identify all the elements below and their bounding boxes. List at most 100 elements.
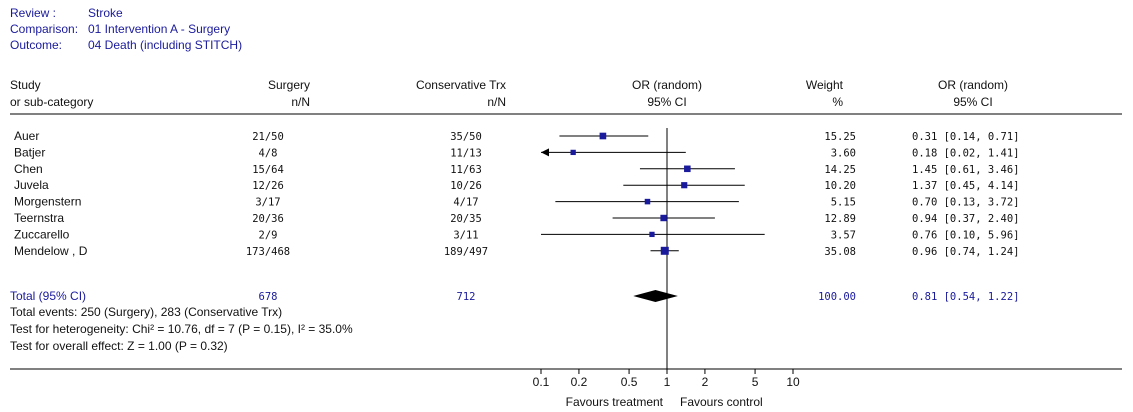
point-estimate [660, 246, 669, 255]
study-name: Auer [14, 129, 39, 143]
point-estimate [599, 132, 607, 140]
conservative-count: 11/13 [450, 147, 482, 159]
total-conservative-n: 712 [457, 291, 476, 303]
col-or-plot-subtitle: 95% CI [647, 95, 686, 109]
study-row: Juvela 12/26 10/26 10.20 1.37 [0.45, 4.14] [14, 178, 1019, 192]
x-tick-label: 0.5 [621, 375, 638, 389]
col-or-plot-title: OR (random) [632, 78, 702, 92]
col-study-subtitle: or sub-category [10, 95, 93, 109]
x-tick-label: 0.1 [533, 375, 550, 389]
header-outcome-label: Outcome: [10, 38, 62, 52]
footnote-total-events: Total events: 250 (Surgery), 283 (Conser… [10, 305, 282, 319]
total-weight: 100.00 [818, 291, 856, 303]
column-headers: Study or sub-category Surgery n/N Conser… [10, 78, 1008, 109]
surgery-count: 20/36 [252, 213, 284, 225]
study-or-text: 1.45 [0.61, 3.46] [912, 164, 1019, 176]
col-surgery-title: Surgery [268, 78, 310, 92]
point-estimate [660, 214, 667, 222]
favours-control-label: Favours control [680, 395, 763, 409]
study-row: Auer 21/50 35/50 15.25 0.31 [0.14, 0.71] [14, 129, 1019, 143]
col-conservative-subtitle: n/N [487, 95, 506, 109]
conservative-count: 20/35 [450, 213, 482, 225]
study-row: Teernstra 20/36 20/35 12.89 0.94 [0.37, 2.40… [14, 211, 1019, 225]
study-name: Morgenstern [14, 195, 81, 209]
header-comparison-label: Comparison: [10, 22, 78, 36]
study-row: Morgenstern 3/17 4/17 5.15 0.70 [0.13, 3.72] [14, 195, 1019, 209]
study-name: Teernstra [14, 211, 64, 225]
surgery-count: 15/64 [252, 164, 284, 176]
study-name: Zuccarello [14, 227, 70, 241]
total-row: Total (95% CI) 678 712 100.00 0.81 [0.54… [10, 289, 1019, 303]
conservative-count: 189/497 [444, 246, 488, 258]
conservative-count: 11/63 [450, 164, 482, 176]
surgery-count: 12/26 [252, 180, 284, 192]
point-estimate [644, 198, 651, 205]
study-or-text: 0.18 [0.02, 1.41] [912, 147, 1019, 159]
study-weight: 5.15 [831, 197, 856, 209]
col-surgery-subtitle: n/N [291, 95, 310, 109]
surgery-count: 2/9 [259, 229, 278, 241]
x-tick-label: 2 [702, 375, 709, 389]
pooled-diamond [633, 290, 678, 302]
study-name: Chen [14, 162, 43, 176]
col-conservative-title: Conservative Trx [416, 78, 506, 92]
study-weight: 10.20 [824, 180, 856, 192]
study-or-text: 1.37 [0.45, 4.14] [912, 180, 1019, 192]
surgery-count: 173/468 [246, 246, 290, 258]
study-row: Chen 15/64 11/63 14.25 1.45 [0.61, 3.46] [14, 162, 1019, 176]
study-weight: 12.89 [824, 213, 856, 225]
col-or-text-subtitle: 95% CI [953, 95, 992, 109]
footnote-overall-effect: Test for overall effect: Z = 1.00 (P = 0… [10, 339, 228, 353]
study-or-text: 0.94 [0.37, 2.40] [912, 213, 1019, 225]
col-weight-subtitle: % [832, 95, 843, 109]
study-name: Mendelow , D [14, 244, 88, 258]
favours-treatment-label: Favours treatment [566, 395, 664, 409]
header-outcome-value: 04 Death (including STITCH) [88, 38, 242, 52]
plot-area: 0.1 0.2 0.5 1 2 5 10 [533, 128, 800, 389]
surgery-count: 4/8 [259, 147, 278, 159]
col-or-text-title: OR (random) [938, 78, 1008, 92]
total-or-text: 0.81 [0.54, 1.22] [912, 291, 1019, 303]
point-estimate [681, 182, 688, 189]
study-or-text: 0.76 [0.10, 5.96] [912, 229, 1019, 241]
study-rows: Auer 21/50 35/50 15.25 0.31 [0.14, 0.71] Batj… [14, 129, 1019, 258]
conservative-count: 10/26 [450, 180, 482, 192]
x-tick-label: 1 [664, 375, 671, 389]
review-header: Review : Stroke Comparison: 01 Intervent… [10, 6, 242, 52]
study-or-text: 0.96 [0.74, 1.24] [912, 246, 1019, 258]
study-weight: 3.57 [831, 229, 856, 241]
point-estimate [649, 231, 655, 238]
study-weight: 14.25 [824, 164, 856, 176]
x-tick-label: 5 [752, 375, 759, 389]
study-weight: 3.60 [831, 147, 856, 159]
footnotes: Total events: 250 (Surgery), 283 (Conser… [10, 305, 353, 353]
study-weight: 15.25 [824, 131, 856, 143]
point-estimate [684, 165, 691, 173]
study-row: Mendelow , D 173/468 189/497 35.08 0.96 [0.7… [14, 244, 1019, 258]
surgery-count: 21/50 [252, 131, 284, 143]
study-row: Zuccarello 2/9 3/11 3.57 0.76 [0.10, 5.96] [14, 227, 1019, 241]
conservative-count: 3/11 [453, 229, 478, 241]
total-surgery-n: 678 [259, 291, 278, 303]
study-or-text: 0.31 [0.14, 0.71] [912, 131, 1019, 143]
x-tick-label: 0.2 [571, 375, 588, 389]
col-study-title: Study [10, 78, 41, 92]
point-estimate [570, 149, 576, 156]
study-row: Batjer 4/8 11/13 3.60 0.18 [0.02, 1.41] [14, 145, 1019, 159]
conservative-count: 35/50 [450, 131, 482, 143]
col-weight-title: Weight [806, 78, 844, 92]
header-comparison-value: 01 Intervention A - Surgery [88, 22, 230, 36]
header-review-value: Stroke [88, 6, 123, 20]
total-label: Total (95% CI) [10, 289, 86, 303]
study-or-text: 0.70 [0.13, 3.72] [912, 197, 1019, 209]
study-weight: 35.08 [824, 246, 856, 258]
study-name: Batjer [14, 145, 45, 159]
conservative-count: 4/17 [453, 197, 478, 209]
footnote-heterogeneity: Test for heterogeneity: Chi² = 10.76, df… [10, 322, 353, 336]
study-name: Juvela [14, 178, 49, 192]
x-tick-label: 10 [786, 375, 800, 389]
ci-clip-arrow [541, 148, 549, 157]
header-review-label: Review : [10, 6, 56, 20]
surgery-count: 3/17 [255, 197, 280, 209]
